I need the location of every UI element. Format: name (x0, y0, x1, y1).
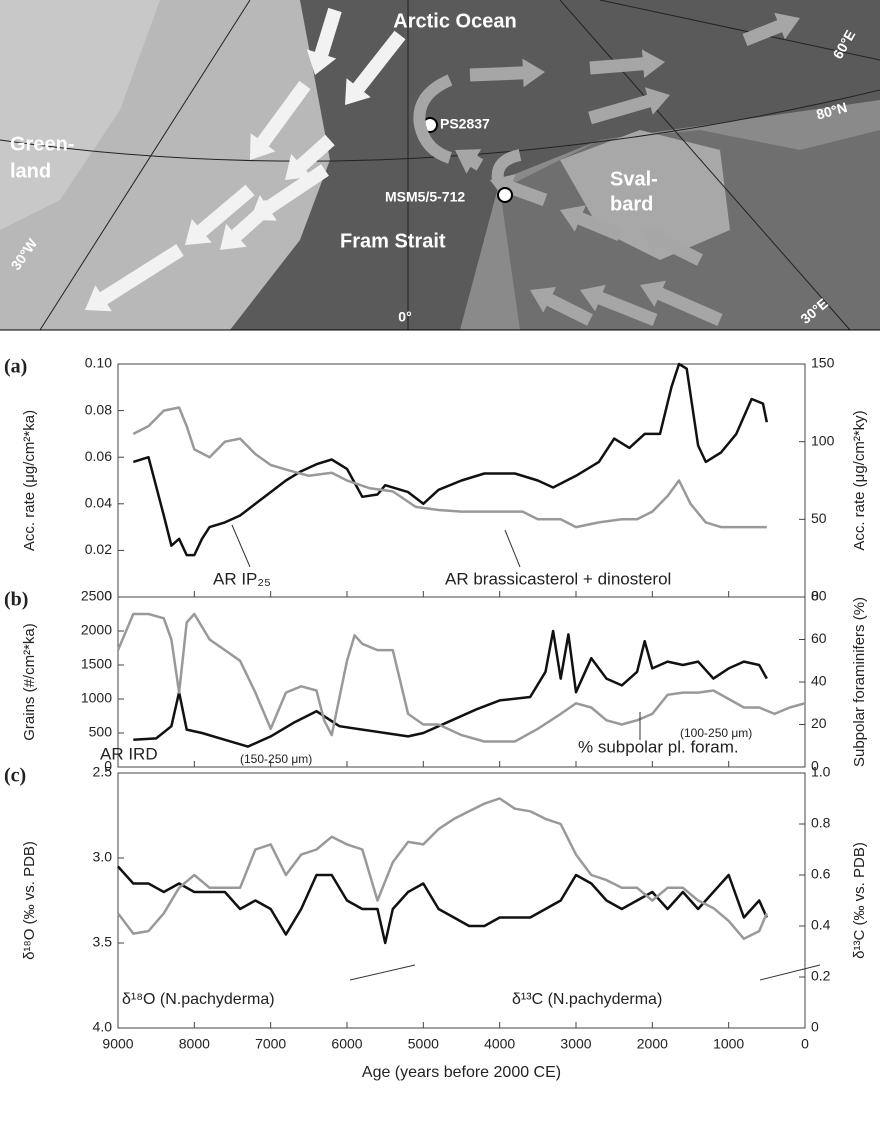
y2-tick-label: 0.6 (811, 866, 831, 882)
y-tick-label: 0.08 (85, 401, 112, 417)
series-line (133, 364, 767, 555)
map (0, 0, 880, 330)
series-line (133, 408, 767, 528)
site-marker (498, 188, 512, 202)
y-tick-label: 1000 (81, 690, 112, 706)
plot-frame (118, 773, 805, 1028)
y2-tick-label: 100 (811, 432, 835, 448)
y2-tick-label: 0.2 (811, 968, 831, 984)
y-tick-label: 1500 (81, 656, 112, 672)
x-tick-label: 5000 (408, 1036, 439, 1052)
series-line (118, 799, 767, 939)
annotation: δ¹³C (N.pachyderma) (512, 991, 662, 1008)
y-axis-title: δ¹⁸O (‰ vs. PDB) (21, 841, 38, 960)
map-label: Arctic Ocean (393, 10, 516, 32)
leader-line (350, 965, 415, 980)
x-tick-label: 2000 (637, 1036, 668, 1052)
figure: Arctic OceanPS283780°N60°EGreen-landMSM5… (0, 0, 880, 1125)
y2-tick-label: 0.4 (811, 917, 831, 933)
panel-label: (c) (4, 765, 26, 787)
x-tick-label: 7000 (255, 1036, 286, 1052)
y2-tick-label: 0 (811, 1019, 819, 1035)
leader-line (505, 530, 520, 567)
y2-axis-title: Subpolar foraminifers (%) (851, 597, 868, 767)
map-label: 0° (398, 309, 411, 325)
y2-tick-label: 1.0 (811, 764, 831, 780)
annotation: AR IP₂₅ (213, 569, 271, 588)
annotation: (150-250 μm) (240, 752, 312, 766)
y2-tick-label: 50 (811, 510, 827, 526)
map-label: land (10, 160, 51, 182)
annotation: AR brassicasterol + dinosterol (445, 569, 671, 588)
map-label: PS2837 (440, 116, 490, 132)
y-tick-label: 4.0 (93, 1019, 113, 1035)
x-axis-title: Age (years before 2000 CE) (362, 1064, 561, 1081)
y-tick-label: 0.02 (85, 541, 112, 557)
y2-tick-label: 0.8 (811, 815, 831, 831)
map-label: Sval- (610, 168, 658, 190)
series-line (118, 614, 805, 742)
y-tick-label: 2500 (81, 588, 112, 604)
y-tick-label: 0.10 (85, 355, 112, 371)
map-label: bard (610, 193, 653, 215)
y2-axis-title: Acc. rate (μg/cm²*ky) (851, 410, 868, 550)
x-tick-label: 8000 (179, 1036, 210, 1052)
y2-axis-title: δ¹³C (‰ vs. PDB) (851, 842, 868, 959)
map-label: Fram Strait (340, 230, 446, 252)
y2-tick-label: 60 (811, 630, 827, 646)
y2-tick-label: 20 (811, 715, 827, 731)
annotation: % subpolar pl. foram. (578, 737, 739, 756)
y2-tick-label: 80 (811, 588, 827, 604)
y-tick-label: 3.0 (93, 849, 113, 865)
x-tick-label: 1000 (713, 1036, 744, 1052)
y-tick-label: 500 (89, 724, 113, 740)
series-line (118, 867, 767, 944)
panel-label: (a) (4, 356, 27, 378)
y-tick-label: 0.04 (85, 495, 112, 511)
y2-tick-label: 40 (811, 673, 827, 689)
y-tick-label: 2.5 (93, 764, 113, 780)
y-tick-label: 2000 (81, 622, 112, 638)
annotation: δ¹⁸O (N.pachyderma) (122, 991, 275, 1008)
map-label: MSM5/5-712 (385, 189, 465, 205)
panel-label: (b) (4, 589, 28, 611)
y2-tick-label: 150 (811, 355, 835, 371)
y-axis-title: Grains (#/cm²*ka) (21, 623, 38, 741)
y-axis-title: Acc. rate (μg/cm²*ka) (21, 410, 38, 551)
x-tick-label: 0 (801, 1036, 809, 1052)
annotation: AR IRD (100, 744, 158, 763)
x-tick-label: 4000 (484, 1036, 515, 1052)
map-label: Green- (10, 133, 74, 155)
x-tick-label: 6000 (331, 1036, 362, 1052)
y-tick-label: 0.06 (85, 448, 112, 464)
annotation: (100-250 μm) (680, 726, 752, 740)
leader-line (232, 525, 250, 567)
x-tick-label: 9000 (102, 1036, 133, 1052)
x-tick-label: 3000 (560, 1036, 591, 1052)
y-tick-label: 3.5 (93, 934, 113, 950)
